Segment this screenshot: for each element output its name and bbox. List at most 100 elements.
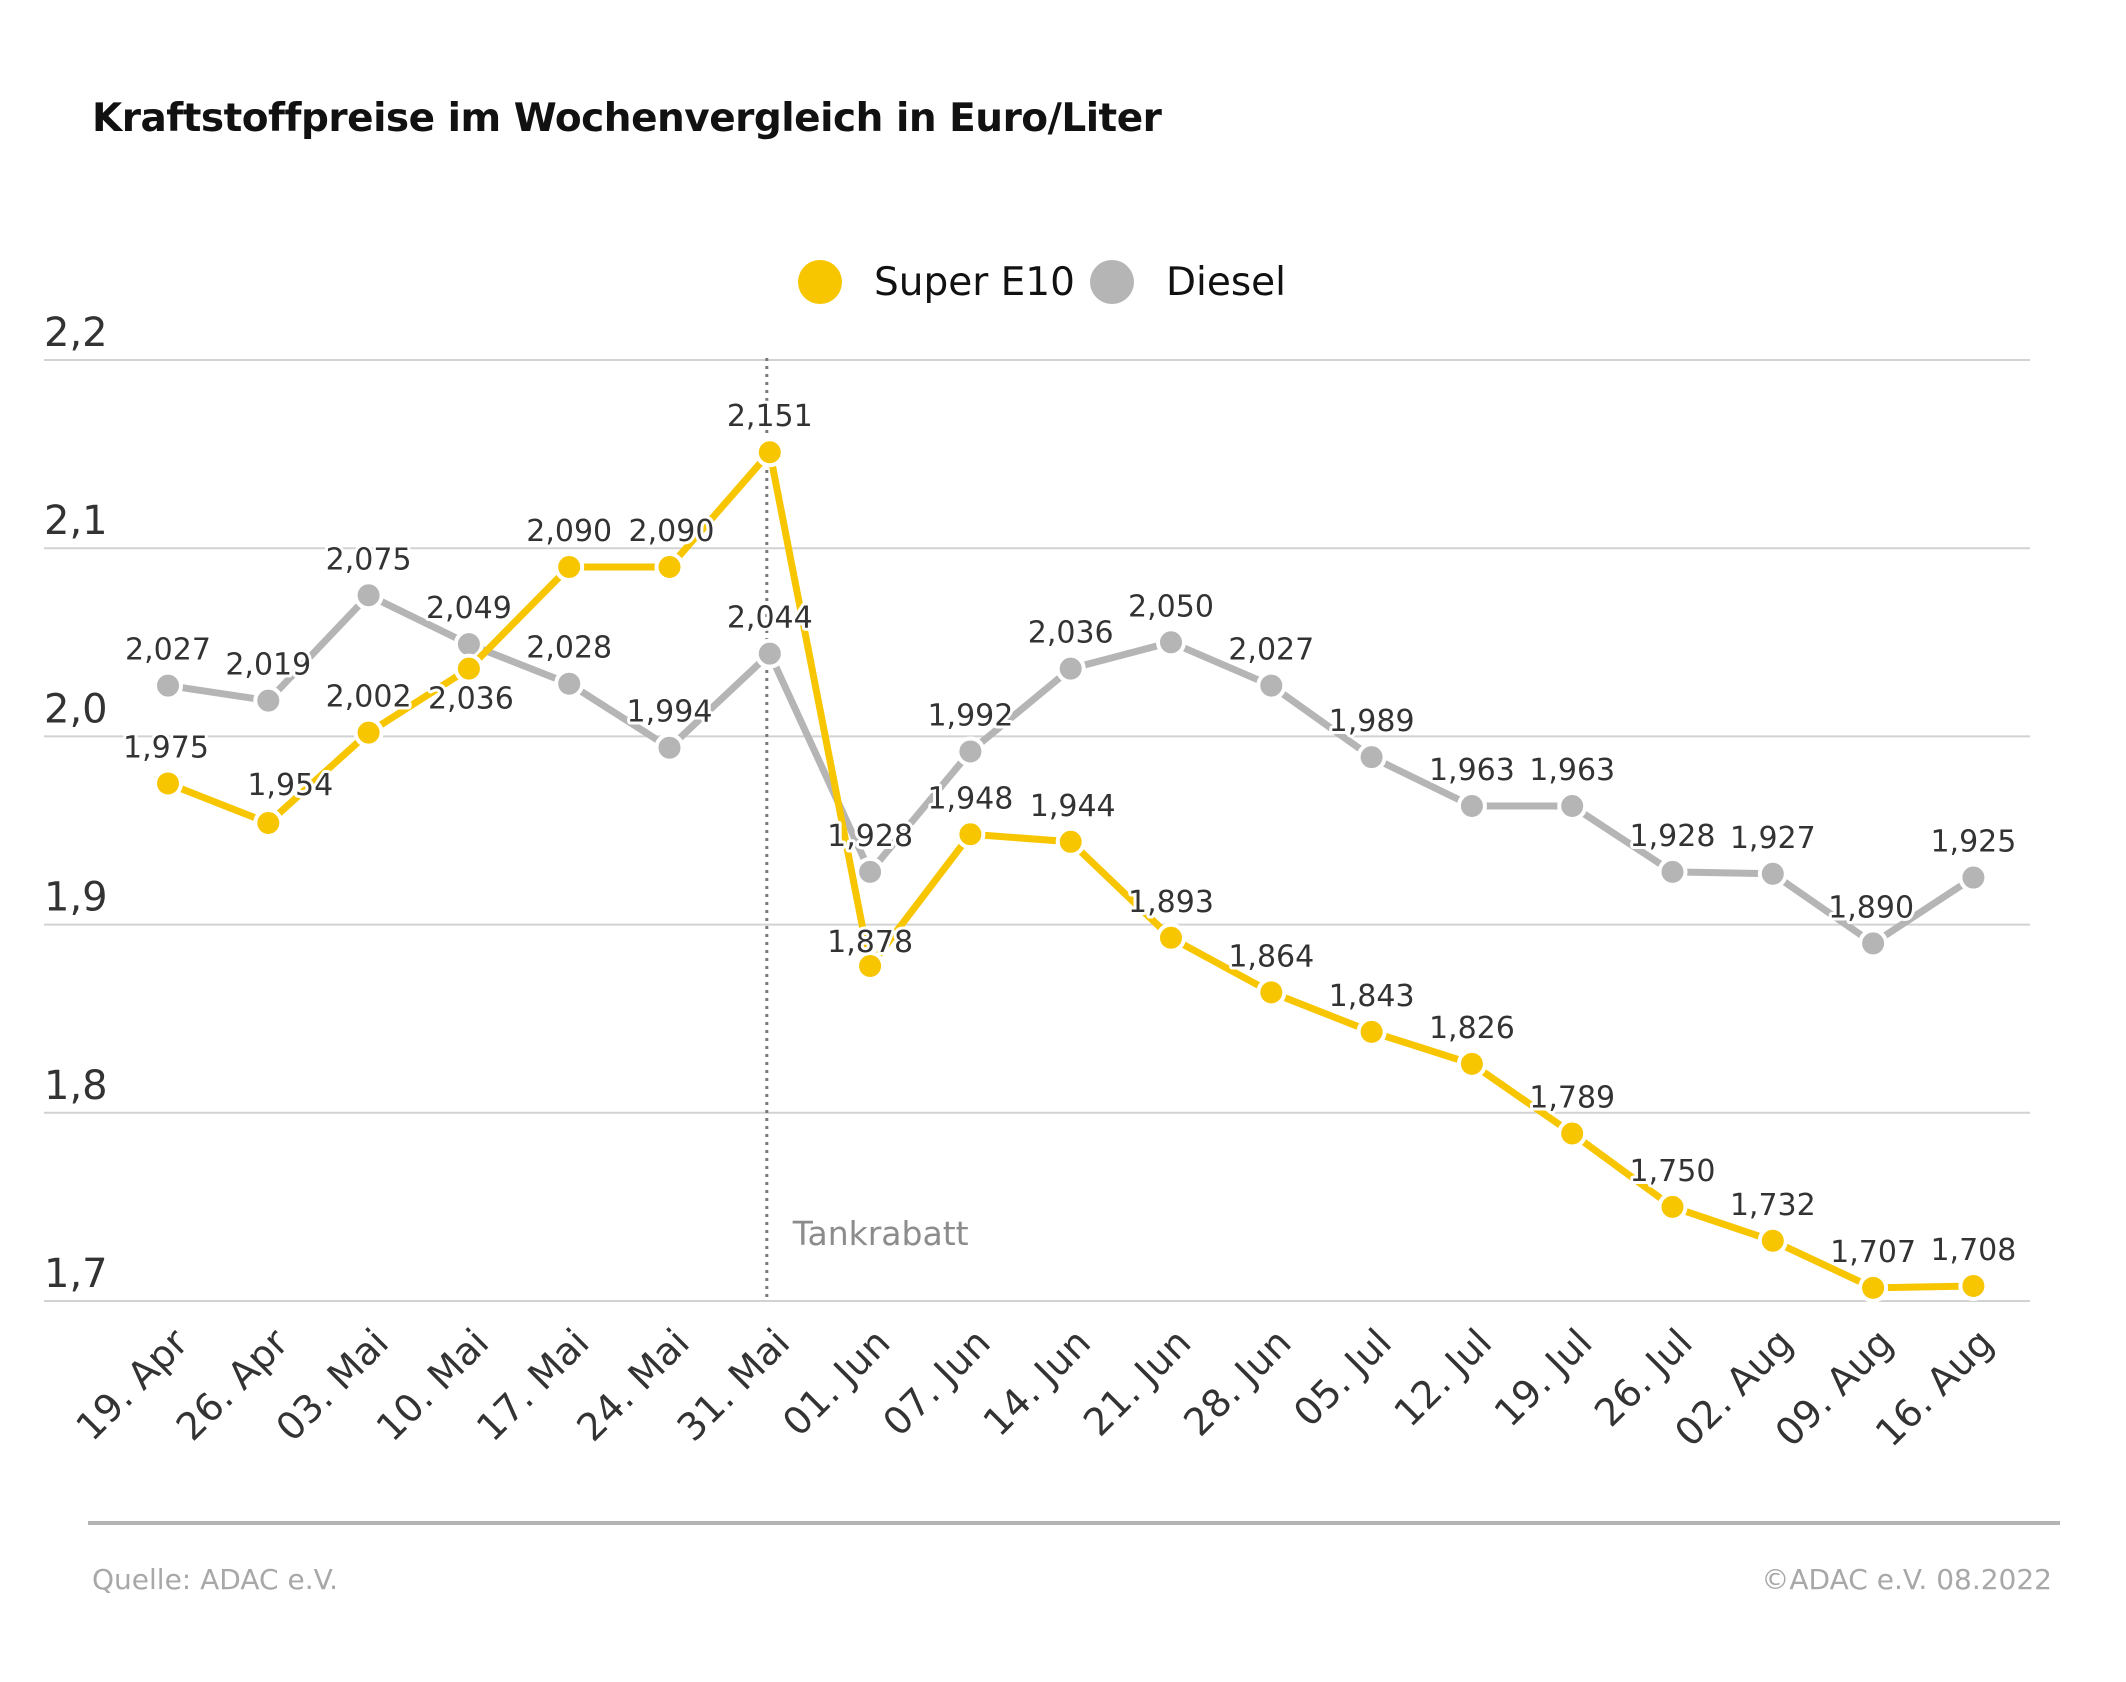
data-point-diesel bbox=[1757, 858, 1788, 889]
data-label: 1,789 bbox=[1529, 1081, 1615, 1116]
data-point-diesel bbox=[1557, 791, 1588, 822]
data-point-super-e10 bbox=[1858, 1272, 1889, 1303]
data-point-diesel bbox=[453, 629, 484, 660]
data-label: 1,864 bbox=[1228, 939, 1314, 974]
data-label: 1,893 bbox=[1128, 885, 1214, 920]
legend-swatch-super-e10 bbox=[798, 260, 842, 304]
data-point-diesel bbox=[253, 685, 284, 716]
y-tick-label: 2,2 bbox=[44, 310, 108, 356]
data-point-diesel bbox=[1156, 627, 1186, 658]
data-label: 1,928 bbox=[1630, 819, 1716, 854]
data-label: 2,036 bbox=[1028, 616, 1114, 651]
x-tick-label: 17. Mai bbox=[468, 1320, 598, 1450]
x-tick-label: 19. Jul bbox=[1486, 1320, 1601, 1435]
data-point-super-e10 bbox=[1657, 1191, 1688, 1222]
data-point-diesel bbox=[1055, 653, 1086, 684]
data-point-diesel bbox=[1256, 670, 1287, 701]
x-tick-label: 14. Jun bbox=[975, 1320, 1099, 1444]
x-tick-label: 21. Jun bbox=[1075, 1320, 1199, 1444]
data-point-super-e10 bbox=[1958, 1270, 1989, 1301]
data-point-diesel bbox=[754, 638, 785, 669]
data-label: 1,928 bbox=[827, 819, 913, 854]
source-note: Quelle: ADAC e.V. bbox=[92, 1563, 339, 1596]
data-point-diesel bbox=[1958, 862, 1989, 893]
x-tick-label: 03. Mai bbox=[267, 1320, 397, 1450]
data-label: 2,036 bbox=[428, 682, 514, 717]
y-tick-label: 1,7 bbox=[44, 1251, 108, 1297]
x-tick-label: 19. Apr bbox=[67, 1320, 196, 1449]
x-tick-label: 24. Mai bbox=[568, 1320, 698, 1450]
data-label: 1,989 bbox=[1329, 704, 1415, 739]
data-label: 1,826 bbox=[1429, 1011, 1515, 1046]
data-point-super-e10 bbox=[153, 768, 183, 799]
tankrabatt-label: Tankrabatt bbox=[792, 1214, 969, 1253]
data-label: 1,994 bbox=[627, 695, 713, 730]
x-tick-label: 01. Jun bbox=[774, 1320, 898, 1444]
legend-label-diesel: Diesel bbox=[1166, 259, 1287, 305]
data-point-super-e10 bbox=[855, 951, 886, 982]
legend-item-super-e10: Super E10 bbox=[798, 252, 1075, 312]
data-label: 1,992 bbox=[927, 698, 1013, 733]
data-label: 1,954 bbox=[247, 768, 333, 803]
data-point-diesel bbox=[1456, 791, 1487, 822]
data-point-diesel bbox=[1356, 742, 1387, 773]
chart-legend: Super E10 Diesel bbox=[0, 252, 2126, 312]
x-tick-label: 10. Mai bbox=[368, 1320, 498, 1450]
data-label: 1,878 bbox=[827, 925, 913, 960]
data-point-super-e10 bbox=[253, 807, 284, 838]
data-label: 1,843 bbox=[1329, 979, 1415, 1014]
data-point-diesel bbox=[855, 856, 886, 887]
data-point-super-e10 bbox=[1055, 826, 1086, 857]
data-point-super-e10 bbox=[1757, 1225, 1788, 1256]
x-tick-label: 07. Jun bbox=[874, 1320, 998, 1444]
data-point-super-e10 bbox=[1456, 1048, 1487, 1079]
data-label: 1,944 bbox=[1030, 789, 1116, 824]
data-point-super-e10 bbox=[1256, 977, 1287, 1008]
data-label: 1,750 bbox=[1630, 1154, 1716, 1189]
data-label: 1,963 bbox=[1429, 753, 1515, 788]
data-label: 1,963 bbox=[1529, 753, 1615, 788]
data-label: 2,027 bbox=[125, 633, 211, 668]
data-point-super-e10 bbox=[554, 552, 585, 583]
data-point-diesel bbox=[554, 668, 585, 699]
legend-swatch-diesel bbox=[1090, 260, 1134, 304]
data-point-super-e10 bbox=[654, 552, 685, 583]
x-tick-label: 05. Jul bbox=[1285, 1320, 1400, 1435]
data-label: 2,044 bbox=[727, 601, 813, 636]
data-label: 1,925 bbox=[1930, 825, 2016, 860]
y-tick-label: 1,9 bbox=[44, 875, 108, 921]
data-label: 2,002 bbox=[326, 680, 412, 715]
data-point-diesel bbox=[1657, 856, 1688, 887]
data-label: 1,708 bbox=[1930, 1233, 2016, 1268]
data-label: 2,090 bbox=[526, 514, 612, 549]
footer-divider bbox=[88, 1521, 2060, 1525]
x-tick-label: 31. Mai bbox=[669, 1320, 799, 1450]
data-label: 2,050 bbox=[1128, 589, 1214, 624]
data-label: 2,049 bbox=[426, 591, 512, 626]
data-label: 1,707 bbox=[1830, 1235, 1916, 1270]
data-point-super-e10 bbox=[353, 717, 384, 748]
copyright-note: ©ADAC e.V. 08.2022 bbox=[1761, 1563, 2052, 1596]
data-point-super-e10 bbox=[1557, 1118, 1588, 1149]
y-tick-label: 1,8 bbox=[44, 1063, 108, 1109]
x-tick-label: 12. Jul bbox=[1385, 1320, 1500, 1435]
data-label: 2,075 bbox=[326, 542, 412, 577]
data-label: 1,927 bbox=[1730, 821, 1816, 856]
data-point-super-e10 bbox=[1356, 1016, 1387, 1047]
data-point-super-e10 bbox=[453, 653, 484, 684]
data-label: 1,975 bbox=[123, 730, 209, 765]
data-point-diesel bbox=[654, 732, 685, 763]
data-label: 2,090 bbox=[629, 514, 715, 549]
y-tick-label: 2,1 bbox=[44, 498, 108, 544]
data-point-diesel bbox=[1858, 928, 1889, 959]
chart-title: Kraftstoffpreise im Wochenvergleich in E… bbox=[92, 96, 1162, 141]
data-label: 1,948 bbox=[927, 781, 1013, 816]
data-point-super-e10 bbox=[754, 437, 785, 468]
x-tick-label: 28. Jun bbox=[1175, 1320, 1299, 1444]
data-label: 2,019 bbox=[225, 648, 311, 683]
legend-item-diesel: Diesel bbox=[1090, 252, 1286, 312]
data-point-diesel bbox=[353, 580, 384, 611]
data-point-super-e10 bbox=[955, 819, 986, 850]
data-label: 2,028 bbox=[526, 631, 612, 666]
